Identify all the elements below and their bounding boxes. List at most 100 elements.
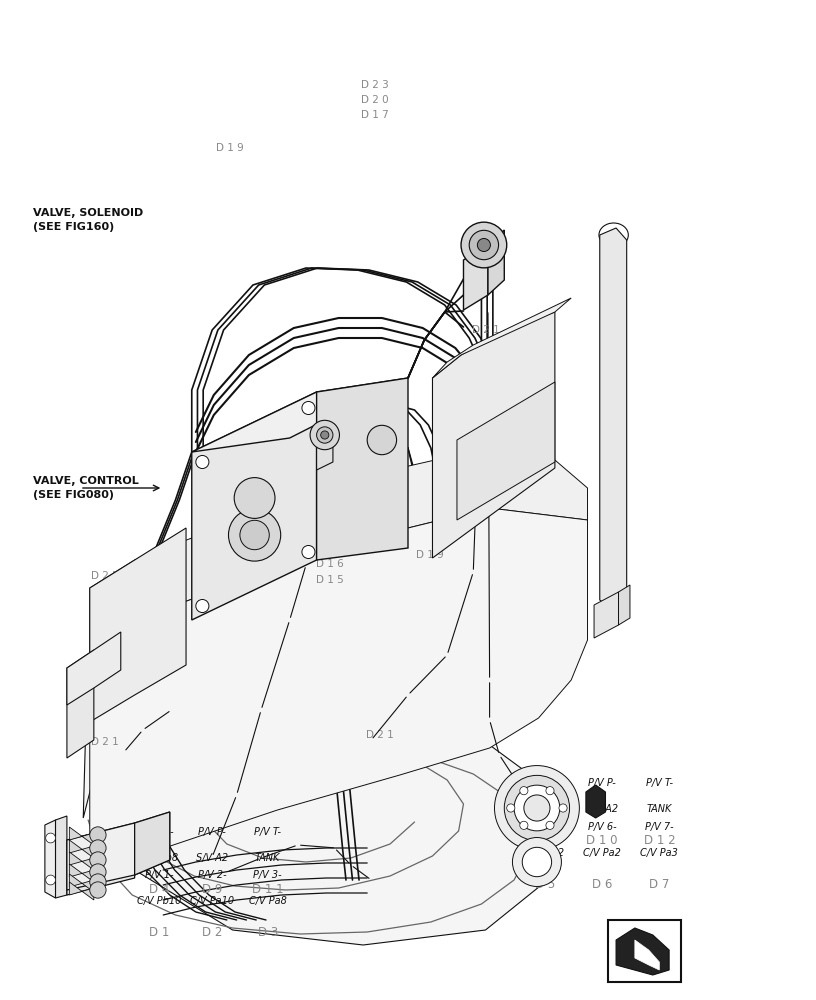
Circle shape <box>512 838 561 886</box>
Polygon shape <box>192 392 317 620</box>
Text: D 2 4: D 2 4 <box>91 587 119 597</box>
Circle shape <box>522 847 552 877</box>
Polygon shape <box>90 448 588 648</box>
Polygon shape <box>616 928 669 975</box>
Text: D 9: D 9 <box>202 883 222 896</box>
Text: D 1 9: D 1 9 <box>416 550 444 560</box>
Text: D 1: D 1 <box>149 926 169 939</box>
Circle shape <box>559 804 567 812</box>
Text: D 8: D 8 <box>535 834 555 847</box>
Circle shape <box>302 545 315 559</box>
Polygon shape <box>45 820 55 898</box>
Circle shape <box>90 882 106 898</box>
Circle shape <box>310 420 339 450</box>
Circle shape <box>520 787 528 795</box>
Text: D 2 5: D 2 5 <box>91 571 119 581</box>
Polygon shape <box>67 632 121 705</box>
Text: C/V Pb3: C/V Pb3 <box>526 804 564 814</box>
Text: P/V P-: P/V P- <box>588 778 616 788</box>
Polygon shape <box>317 378 408 560</box>
Circle shape <box>90 827 106 843</box>
Polygon shape <box>69 840 94 858</box>
Circle shape <box>196 455 209 469</box>
Circle shape <box>504 775 570 841</box>
Text: D 2: D 2 <box>202 926 222 939</box>
Text: P/V 4-: P/V 4- <box>144 827 174 837</box>
Text: P/V 5-: P/V 5- <box>530 822 560 832</box>
Text: D 1 7: D 1 7 <box>443 411 471 421</box>
Polygon shape <box>586 785 605 818</box>
Polygon shape <box>457 382 555 520</box>
Text: S/V A2: S/V A2 <box>586 804 619 814</box>
Circle shape <box>46 875 55 885</box>
Circle shape <box>317 427 333 443</box>
Circle shape <box>228 509 281 561</box>
Text: S/V A2: S/V A2 <box>196 853 228 863</box>
Circle shape <box>514 785 560 831</box>
Text: D 2 0: D 2 0 <box>361 95 388 105</box>
Polygon shape <box>317 432 333 470</box>
Circle shape <box>546 787 554 795</box>
Polygon shape <box>90 508 588 880</box>
Polygon shape <box>432 312 555 558</box>
Polygon shape <box>608 920 681 982</box>
Text: TANK: TANK <box>255 853 281 863</box>
Circle shape <box>520 821 528 829</box>
Circle shape <box>477 238 490 252</box>
Polygon shape <box>600 228 627 612</box>
Polygon shape <box>69 874 94 892</box>
Circle shape <box>90 852 106 868</box>
Polygon shape <box>67 812 170 890</box>
Text: C/V Pa10: C/V Pa10 <box>190 896 234 906</box>
Text: C/V Pa3: C/V Pa3 <box>641 848 678 858</box>
Circle shape <box>302 401 315 415</box>
Text: D 2 1: D 2 1 <box>472 325 499 335</box>
Circle shape <box>90 864 106 880</box>
Circle shape <box>90 874 106 890</box>
Text: P/V 1-: P/V 1- <box>144 870 174 880</box>
Text: D 1 4: D 1 4 <box>447 370 475 380</box>
Text: D 2 1: D 2 1 <box>366 730 393 740</box>
Text: D 1 6: D 1 6 <box>443 427 471 437</box>
Text: D 1 6: D 1 6 <box>316 559 344 569</box>
Text: D 1 0: D 1 0 <box>587 834 618 847</box>
Polygon shape <box>135 812 170 875</box>
Polygon shape <box>83 720 559 945</box>
Text: P/V 6-: P/V 6- <box>588 822 617 832</box>
Text: TANK: TANK <box>646 804 672 814</box>
Text: P/V P-: P/V P- <box>198 827 226 837</box>
Polygon shape <box>635 940 659 970</box>
Polygon shape <box>594 592 619 638</box>
Circle shape <box>524 795 550 821</box>
Text: D 1 8: D 1 8 <box>91 603 119 613</box>
Text: D 6: D 6 <box>592 878 612 891</box>
Circle shape <box>494 766 579 850</box>
Circle shape <box>46 833 55 843</box>
Polygon shape <box>90 528 186 722</box>
Text: D 2 3: D 2 3 <box>361 80 388 90</box>
Circle shape <box>367 425 397 455</box>
Text: C/V Pb8: C/V Pb8 <box>140 853 178 863</box>
Polygon shape <box>67 823 135 895</box>
Text: P/V T-: P/V T- <box>254 827 282 837</box>
Polygon shape <box>67 650 94 758</box>
Circle shape <box>90 840 106 856</box>
Circle shape <box>321 431 329 439</box>
Text: P/V 7-: P/V 7- <box>645 822 674 832</box>
Text: D 4: D 4 <box>149 883 169 896</box>
Circle shape <box>546 821 554 829</box>
Text: D 5: D 5 <box>535 878 555 891</box>
Circle shape <box>234 478 275 518</box>
Text: VALVE, SOLENOID
(SEE FIG160): VALVE, SOLENOID (SEE FIG160) <box>33 208 143 232</box>
Text: VALVE, CONTROL
(SEE FIG080): VALVE, CONTROL (SEE FIG080) <box>33 476 139 500</box>
Text: D 1 7: D 1 7 <box>316 543 344 553</box>
Polygon shape <box>432 298 571 378</box>
Text: D 1 5: D 1 5 <box>316 575 344 585</box>
Text: P/V 2-: P/V 2- <box>197 870 227 880</box>
Text: C/V Pa2: C/V Pa2 <box>583 848 621 858</box>
Polygon shape <box>55 816 67 898</box>
Polygon shape <box>69 882 94 900</box>
Circle shape <box>240 520 269 550</box>
Polygon shape <box>69 852 94 870</box>
Text: C/V Pa8: C/V Pa8 <box>249 896 286 906</box>
